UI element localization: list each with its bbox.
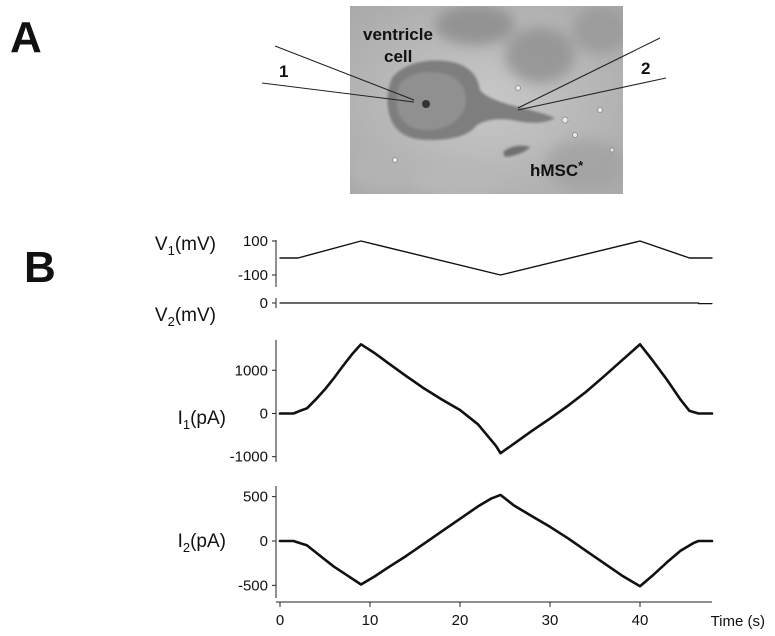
x-tick-label-4: 40 — [632, 612, 649, 629]
i2-ylabel: I2(pA) — [178, 531, 226, 555]
i1-ytick-label-1: 0 — [260, 405, 268, 422]
v1-ytick-label-0: 100 — [243, 233, 268, 250]
hmsc-label-text: hMSC — [530, 161, 578, 180]
v2-ylabel-main: V — [155, 305, 168, 326]
i1-trace — [278, 342, 714, 455]
v1-ylabel: V1(mV) — [155, 234, 216, 258]
electrophysiology-chart: 100-100V1(mV)0V2(mV)10000-1000I1(pA)5000… — [155, 233, 765, 630]
i1-ylabel-sub: 1 — [183, 417, 190, 432]
v1-ylabel-unit: (mV) — [175, 234, 216, 255]
i1-ylabel-unit: (pA) — [190, 408, 226, 429]
v1-trace — [279, 240, 713, 276]
i2-ytick-label-0: 500 — [243, 489, 268, 506]
v2-ylabel-sub: 2 — [168, 314, 175, 329]
v1-ylabel-main: V — [155, 234, 168, 255]
micrograph — [350, 6, 623, 194]
v1-ylabel-sub: 1 — [168, 243, 175, 258]
v1-ytick-label-1: -100 — [238, 267, 268, 284]
x-axis-label: Time (s) — [711, 613, 765, 630]
i2-ylabel-sub: 2 — [183, 540, 190, 555]
hmsc-label: hMSC* — [530, 158, 584, 180]
ventricle-cell-label: ventricle — [363, 25, 433, 44]
v2-ylabel-unit: (mV) — [175, 305, 216, 326]
panel-label-a: A — [10, 13, 42, 62]
x-tick-label-2: 20 — [452, 612, 469, 629]
i1-ylabel: I1(pA) — [178, 408, 226, 432]
i2-ylabel-unit: (pA) — [190, 531, 226, 552]
v2-trace — [279, 302, 713, 305]
i1-ylabel-main: I — [178, 408, 183, 429]
panel-label-b: B — [24, 243, 56, 292]
x-tick-label-3: 30 — [542, 612, 559, 629]
i2-ytick-label-1: 0 — [260, 533, 268, 550]
i1-ytick-label-0: 1000 — [235, 362, 268, 379]
v2-ytick-label-0: 0 — [260, 295, 268, 312]
v2-ylabel: V2(mV) — [155, 305, 216, 329]
x-tick-label-1: 10 — [362, 612, 379, 629]
i2-ytick-label-2: -500 — [238, 577, 268, 594]
electrode-2-label: 2 — [641, 59, 650, 78]
i1-ytick-label-2: -1000 — [230, 449, 268, 466]
hmsc-star: * — [578, 158, 584, 173]
electrode-1-label: 1 — [279, 62, 288, 81]
electrode-lines — [261, 37, 667, 111]
x-tick-label-0: 0 — [276, 612, 284, 629]
i2-ylabel-main: I — [178, 531, 183, 552]
ventricle-cell-label-2: cell — [384, 47, 412, 66]
i2-trace — [278, 493, 714, 588]
